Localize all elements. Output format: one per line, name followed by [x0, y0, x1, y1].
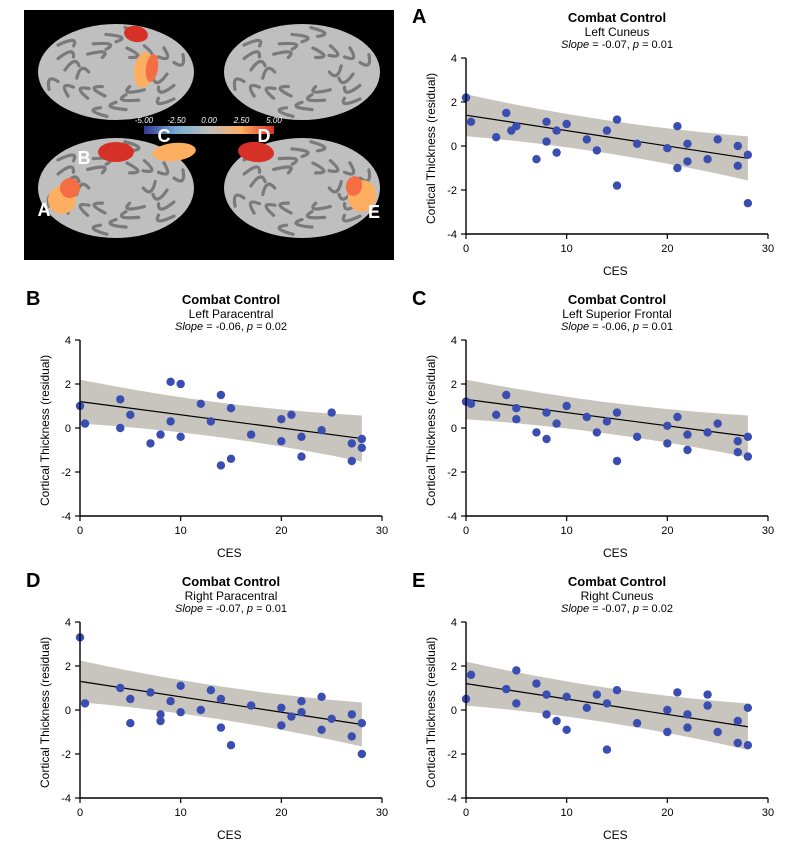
chart-region-label: Right Cuneus: [466, 589, 768, 603]
chart-header: Combat ControlLeft Superior FrontalSlope…: [466, 292, 768, 333]
svg-text:2.50: 2.50: [233, 116, 250, 125]
svg-text:-4: -4: [61, 511, 71, 523]
chart-stats: Slope = -0.06, p = 0.01: [466, 321, 768, 333]
chart-header: Combat ControlLeft CuneusSlope = -0.07, …: [466, 10, 768, 51]
svg-text:-2: -2: [447, 467, 457, 479]
y-axis-label: Cortical Thickness (residual): [424, 355, 438, 506]
svg-text:0: 0: [451, 141, 457, 153]
x-axis-label: CES: [603, 546, 628, 560]
svg-text:2: 2: [65, 379, 71, 391]
y-axis-label: Cortical Thickness (residual): [424, 73, 438, 224]
panel-letter: D: [26, 570, 40, 593]
chart-header: Combat ControlLeft ParacentralSlope = -0…: [80, 292, 382, 333]
chart-stats: Slope = -0.07, p = 0.01: [80, 603, 382, 615]
figure-page: { "brain_panel": { "background": "#00000…: [0, 0, 800, 846]
svg-text:0: 0: [451, 705, 457, 717]
svg-text:0.00: 0.00: [201, 116, 217, 125]
chart-group-label: Combat Control: [80, 574, 382, 589]
chart-A: A Combat ControlLeft CuneusSlope = -0.07,…: [410, 6, 780, 282]
svg-text:B: B: [78, 148, 91, 168]
y-axis-label: Cortical Thickness (residual): [38, 637, 52, 788]
chart-region-label: Left Paracentral: [80, 307, 382, 321]
chart-stats: Slope = -0.07, p = 0.01: [466, 39, 768, 51]
svg-text:-4: -4: [447, 793, 457, 805]
svg-text:A: A: [38, 200, 51, 220]
svg-text:E: E: [368, 202, 380, 222]
panel-letter: B: [26, 288, 40, 311]
svg-text:4: 4: [451, 53, 457, 65]
svg-text:2: 2: [451, 661, 457, 673]
chart-header: Combat ControlRight CuneusSlope = -0.07,…: [466, 574, 768, 615]
svg-text:-2: -2: [61, 467, 71, 479]
chart-stats: Slope = -0.07, p = 0.02: [466, 603, 768, 615]
svg-text:2: 2: [451, 379, 457, 391]
chart-header: Combat ControlRight ParacentralSlope = -…: [80, 574, 382, 615]
svg-text:20: 20: [275, 807, 287, 819]
chart-region-label: Left Superior Frontal: [466, 307, 768, 321]
svg-text:4: 4: [451, 335, 457, 347]
svg-text:30: 30: [376, 525, 388, 537]
svg-text:-4: -4: [61, 793, 71, 805]
svg-text:30: 30: [762, 525, 774, 537]
svg-text:-2: -2: [61, 749, 71, 761]
svg-text:30: 30: [376, 807, 388, 819]
svg-text:4: 4: [65, 335, 71, 347]
svg-text:30: 30: [762, 243, 774, 255]
svg-text:10: 10: [175, 525, 187, 537]
svg-text:-2: -2: [447, 749, 457, 761]
x-axis-label: CES: [217, 828, 242, 842]
brain-render: -5.00 -2.50 0.00 2.50 5.00 A B C D E: [24, 10, 394, 260]
chart-B: B Combat ControlLeft ParacentralSlope = -…: [24, 288, 394, 564]
svg-text:0: 0: [451, 423, 457, 435]
svg-text:0: 0: [77, 807, 83, 819]
panel-letter: A: [412, 6, 426, 29]
svg-text:D: D: [258, 126, 271, 146]
svg-text:C: C: [158, 126, 171, 146]
svg-text:-2.50: -2.50: [167, 116, 186, 125]
x-axis-label: CES: [217, 546, 242, 560]
svg-text:4: 4: [451, 617, 457, 629]
svg-text:-4: -4: [447, 229, 457, 241]
chart-stats: Slope = -0.06, p = 0.02: [80, 321, 382, 333]
svg-text:2: 2: [451, 97, 457, 109]
chart-C: C Combat ControlLeft Superior FrontalSlop…: [410, 288, 780, 564]
svg-text:5.00: 5.00: [266, 116, 282, 125]
svg-text:20: 20: [661, 807, 673, 819]
chart-E: E Combat ControlRight CuneusSlope = -0.07…: [410, 570, 780, 846]
chart-group-label: Combat Control: [466, 10, 768, 25]
svg-text:2: 2: [65, 661, 71, 673]
y-axis-label: Cortical Thickness (residual): [424, 637, 438, 788]
svg-text:-5.00: -5.00: [135, 116, 154, 125]
svg-text:0: 0: [463, 525, 469, 537]
svg-text:30: 30: [762, 807, 774, 819]
svg-text:20: 20: [661, 243, 673, 255]
svg-text:20: 20: [275, 525, 287, 537]
svg-text:0: 0: [65, 423, 71, 435]
svg-text:-2: -2: [447, 185, 457, 197]
panel-letter: E: [412, 570, 425, 593]
svg-text:0: 0: [77, 525, 83, 537]
chart-group-label: Combat Control: [80, 292, 382, 307]
chart-region-label: Right Paracentral: [80, 589, 382, 603]
chart-region-label: Left Cuneus: [466, 25, 768, 39]
svg-text:10: 10: [175, 807, 187, 819]
x-axis-label: CES: [603, 828, 628, 842]
brain-panel: -5.00 -2.50 0.00 2.50 5.00 A B C D E: [24, 10, 394, 260]
svg-text:10: 10: [561, 807, 573, 819]
svg-text:0: 0: [463, 807, 469, 819]
svg-text:-4: -4: [447, 511, 457, 523]
chart-group-label: Combat Control: [466, 574, 768, 589]
svg-text:0: 0: [65, 705, 71, 717]
svg-text:0: 0: [463, 243, 469, 255]
panel-letter: C: [412, 288, 426, 311]
chart-group-label: Combat Control: [466, 292, 768, 307]
y-axis-label: Cortical Thickness (residual): [38, 355, 52, 506]
svg-text:4: 4: [65, 617, 71, 629]
svg-text:10: 10: [561, 525, 573, 537]
x-axis-label: CES: [603, 264, 628, 278]
svg-text:10: 10: [561, 243, 573, 255]
chart-D: D Combat ControlRight ParacentralSlope = …: [24, 570, 394, 846]
svg-text:20: 20: [661, 525, 673, 537]
